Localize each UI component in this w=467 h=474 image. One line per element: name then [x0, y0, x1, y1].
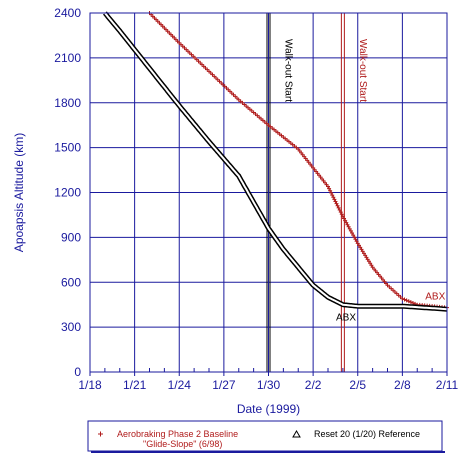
x-tick-label: 1/30: [257, 378, 281, 392]
y-tick-label: 900: [61, 230, 81, 244]
legend: Aerobraking Phase 2 Baseline"Glide-Slope…: [87, 420, 445, 453]
y-tick-label: 600: [61, 275, 81, 289]
tick-labels: 1/18 1/21 1/24 1/27 1/30 2/2 2/5 2/8 2/11 0 300 600…: [54, 6, 458, 392]
grid-lines: [89, 12, 448, 373]
plus-marker: [350, 231, 355, 236]
plus-marker: [406, 299, 411, 304]
y-tick-label: 300: [61, 320, 81, 334]
walk-out-label: Walk-out Start: [283, 39, 294, 102]
plus-marker: [408, 300, 413, 305]
data-series: [102, 11, 449, 312]
plus-marker: [346, 224, 351, 229]
plus-marker: [336, 205, 341, 210]
legend-plus-marker: [98, 431, 103, 437]
x-tick-label: 2/5: [349, 378, 366, 392]
plus-marker: [352, 235, 357, 240]
plus-marker: [332, 197, 337, 202]
y-tick-label: 2400: [54, 6, 81, 20]
plus-marker: [344, 220, 349, 225]
abx-label: ABX: [425, 292, 445, 303]
plus-marker: [411, 300, 415, 305]
plus-marker: [331, 195, 336, 200]
plus-marker: [327, 186, 332, 191]
plus-marker: [353, 237, 358, 242]
y-tick-label: 1200: [54, 186, 81, 200]
plus-marker: [328, 188, 333, 193]
plus-marker: [337, 208, 342, 213]
plus-marker: [345, 222, 350, 227]
y-tick-label: 2100: [54, 51, 81, 65]
plus-marker: [330, 193, 335, 198]
plus-marker: [334, 201, 339, 206]
legend-label-glide-slope-date: "Glide-Slope" (6/98): [143, 439, 222, 449]
x-tick-label: 1/18: [78, 378, 102, 392]
legend-triangle-marker: [292, 430, 301, 438]
legend-box: [87, 420, 443, 452]
x-axis-title: Date (1999): [237, 402, 300, 416]
y-tick-label: 0: [74, 365, 81, 379]
plus-marker: [348, 228, 353, 233]
walk-out-lines: Walk-out Start Walk-out Start: [266, 13, 368, 372]
plus-marker: [333, 199, 338, 204]
abx-label: ABX: [336, 313, 356, 324]
x-tick-label: 1/21: [123, 378, 147, 392]
plus-marker: [402, 297, 407, 302]
plus-marker: [329, 190, 334, 195]
y-tick-label: 1800: [54, 96, 81, 110]
x-tick-label: 1/24: [168, 378, 192, 392]
walk-out-label: Walk-out Start: [357, 39, 368, 102]
triangle-band-inner: [104, 12, 448, 311]
y-tick-label: 1500: [54, 141, 81, 155]
x-tick-label: 1/27: [212, 378, 236, 392]
legend-label-glide-slope: Aerobraking Phase 2 Baseline: [117, 429, 238, 439]
x-tick-label: 2/11: [436, 378, 459, 392]
legend-label-reset-20: Reset 20 (1/20) Reference: [314, 429, 420, 439]
y-axis-title: Apoapsis Altitude (km): [12, 133, 26, 252]
plus-marker: [335, 203, 340, 208]
series-reset-20: [102, 11, 448, 312]
plus-marker: [339, 212, 344, 217]
plus-marker: [338, 210, 343, 215]
legend-shadow: [91, 451, 445, 453]
plus-marker: [326, 184, 330, 189]
plus-marker: [354, 239, 359, 244]
plus-marker: [340, 214, 345, 219]
x-tick-label: 2/8: [394, 378, 411, 392]
x-tick-label: 2/2: [305, 378, 322, 392]
plus-marker: [351, 233, 356, 238]
plus-marker: [400, 296, 405, 301]
annotations: ABX ABX: [336, 292, 446, 324]
plus-marker: [404, 298, 409, 303]
plus-marker: [342, 216, 347, 221]
plus-marker: [343, 218, 348, 223]
plus-marker: [347, 226, 352, 231]
